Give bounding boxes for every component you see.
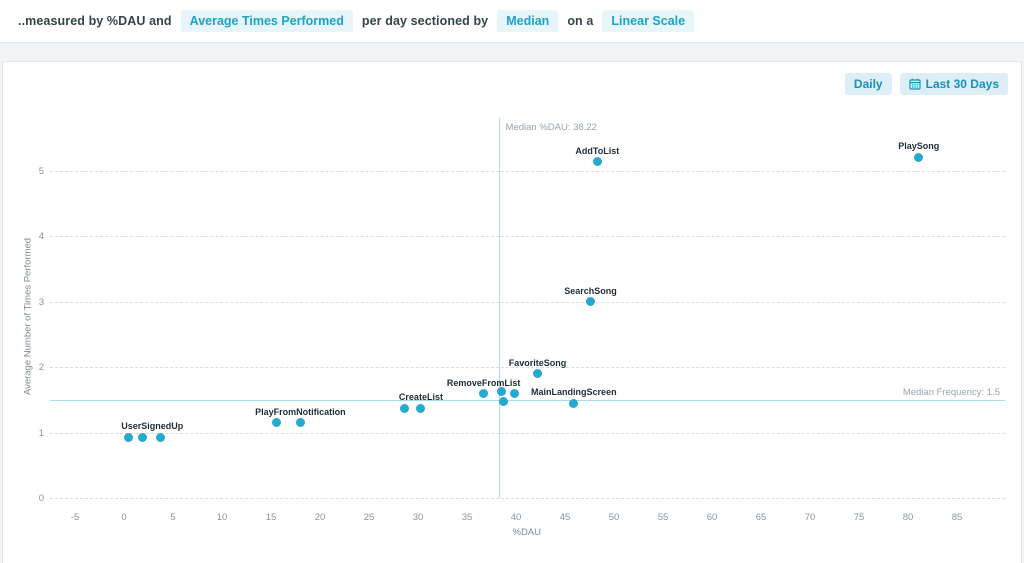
- scatter-point[interactable]: [295, 418, 305, 428]
- sentence-prefix: ..measured by %DAU and: [18, 14, 172, 28]
- scatter-point[interactable]: [592, 157, 602, 167]
- sentence-middle: per day sectioned by: [361, 14, 489, 28]
- query-sentence-bar: ..measured by %DAU and Average Times Per…: [0, 0, 1024, 43]
- scatter-point[interactable]: [914, 152, 924, 162]
- scatter-point[interactable]: [272, 418, 282, 428]
- date-range-label: Last 30 Days: [925, 77, 999, 91]
- granularity-label: Daily: [853, 77, 883, 91]
- scatter-point[interactable]: [498, 396, 508, 406]
- calendar-icon: [909, 78, 921, 90]
- chart-controls: Daily Last 30 Days: [844, 73, 1008, 95]
- scatter-point[interactable]: [416, 403, 426, 413]
- scale-selector-pill[interactable]: Linear Scale: [602, 10, 695, 32]
- scatter-point[interactable]: [399, 403, 409, 413]
- date-range-button[interactable]: Last 30 Days: [899, 73, 1008, 95]
- scatter-point[interactable]: [496, 387, 506, 397]
- section-selector-pill[interactable]: Median: [497, 10, 559, 32]
- scatter-point[interactable]: [155, 432, 165, 442]
- scatter-point[interactable]: [124, 432, 134, 442]
- chart-panel: [2, 61, 1022, 563]
- scatter-point[interactable]: [569, 398, 579, 408]
- sentence-connector: on a: [567, 14, 594, 28]
- scatter-point[interactable]: [533, 369, 543, 379]
- scatter-point[interactable]: [479, 389, 489, 399]
- scatter-point[interactable]: [585, 297, 595, 306]
- metric-selector-pill[interactable]: Average Times Performed: [180, 10, 353, 32]
- granularity-button[interactable]: Daily: [844, 73, 892, 95]
- scatter-point[interactable]: [509, 388, 519, 398]
- scatter-point[interactable]: [138, 432, 148, 442]
